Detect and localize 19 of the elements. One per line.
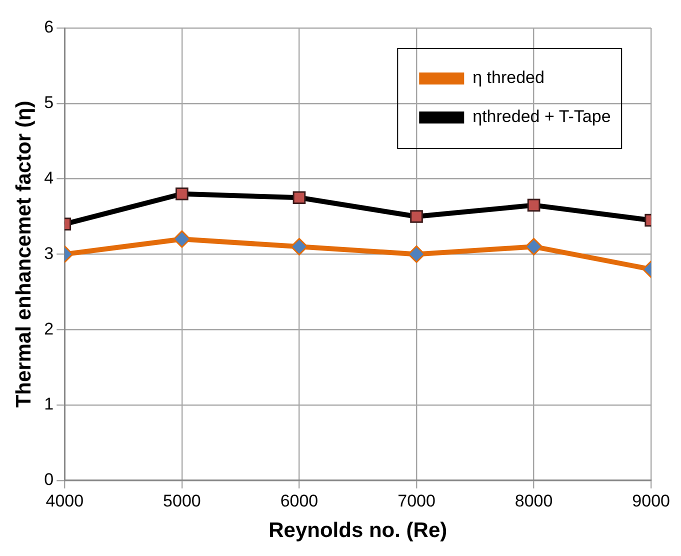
- x-tick-label: 9000: [632, 491, 670, 510]
- y-tick-label: 4: [44, 168, 54, 188]
- point: [290, 238, 308, 256]
- x-tick-label: 7000: [398, 491, 436, 510]
- y-axis-title: Thermal enhancemet factor (η): [12, 100, 36, 408]
- legend-label: ηthreded + T-Tape: [472, 107, 611, 126]
- legend-label: η threded: [472, 68, 544, 88]
- y-tick-label: 1: [44, 394, 54, 414]
- x-axis-title: Reynolds no. (Re): [268, 519, 448, 542]
- y-tick-label: 5: [44, 93, 54, 112]
- x-tick-label: 5000: [163, 491, 201, 510]
- x-tick-label: 6000: [280, 491, 318, 510]
- y-tick-label: 3: [44, 244, 54, 263]
- y-tick-label: 0: [44, 470, 54, 490]
- x-tick-label: 8000: [514, 491, 553, 510]
- x-tick-label: 4000: [46, 491, 84, 510]
- y-tick-label: 6: [44, 18, 54, 37]
- point: [408, 245, 426, 263]
- y-tick-label: 2: [44, 319, 54, 338]
